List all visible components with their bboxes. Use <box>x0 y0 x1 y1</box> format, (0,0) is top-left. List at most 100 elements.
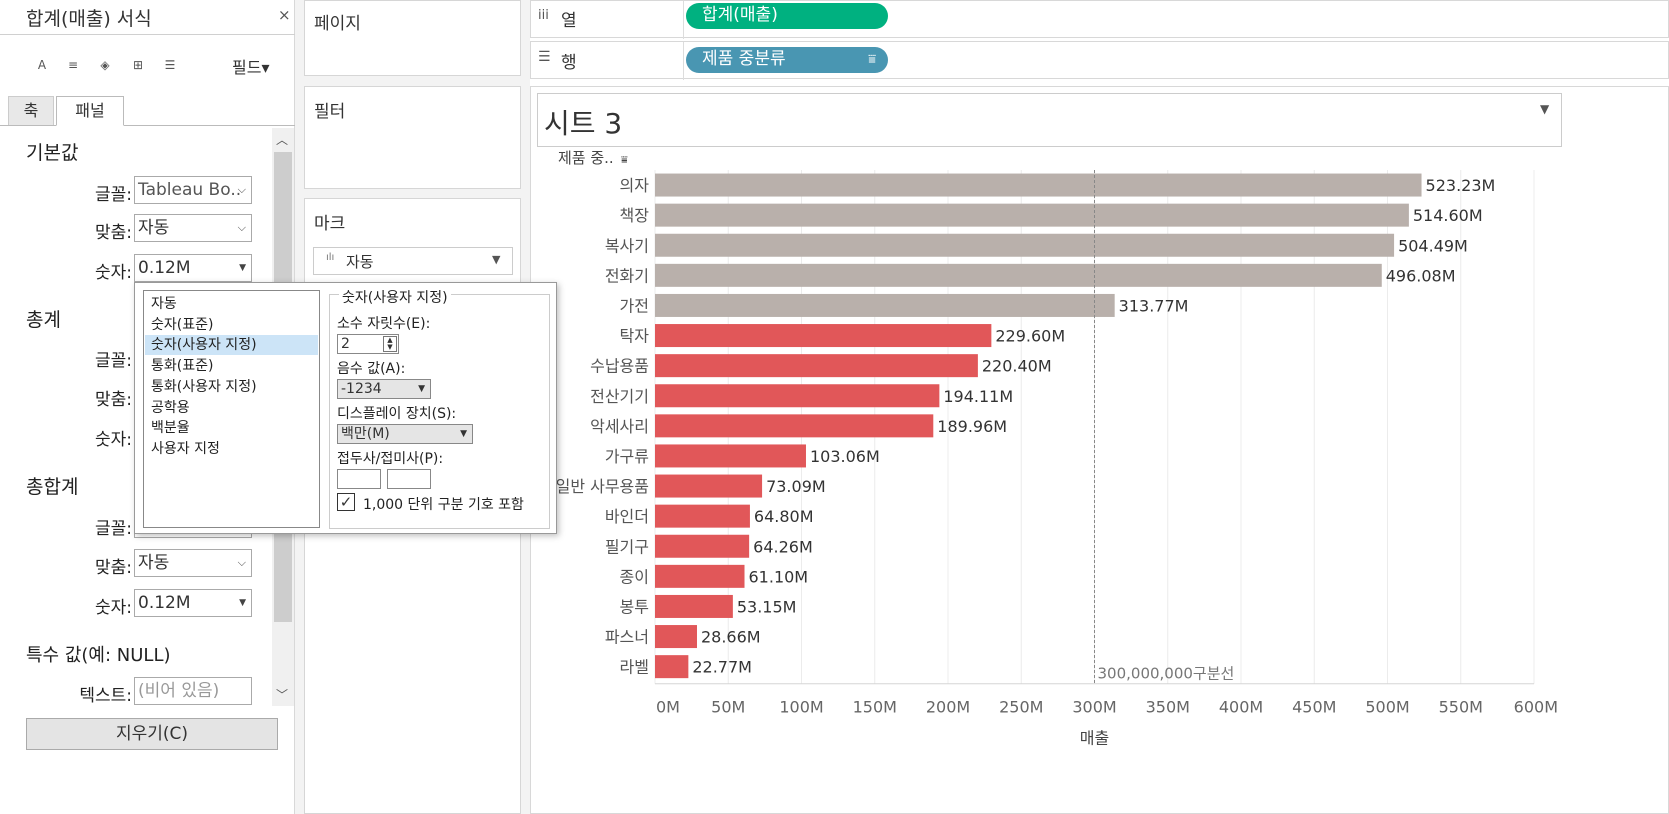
caret-down-icon: ▼ <box>492 253 501 266</box>
category-label: 의자 <box>620 176 650 195</box>
x-tick-label: 600M <box>1514 698 1558 717</box>
bar-value-label: 64.26M <box>753 537 813 556</box>
alignment-format-icon[interactable]: ≡ <box>67 58 79 72</box>
filters-card[interactable]: 필터 <box>304 86 521 189</box>
bar[interactable] <box>655 655 689 679</box>
columns-pill-sales[interactable]: 합계(매출) <box>686 3 888 29</box>
default-number-select[interactable]: 0.12M ▼ <box>134 254 252 282</box>
default-font-select[interactable]: Tableau Bo.. ⌵ <box>134 176 252 204</box>
bar[interactable] <box>655 564 745 588</box>
mark-type-value: 자동 <box>346 253 374 271</box>
default-font-label: 글꼴: <box>94 185 132 205</box>
spin-arrows-icon[interactable]: ▲ ▼ <box>383 336 397 352</box>
category-label: 전화기 <box>605 266 649 285</box>
section-totals-heading: 총계 <box>26 309 61 331</box>
grand-number-value: 0.12M <box>138 593 191 613</box>
bar-value-label: 189.96M <box>937 417 1007 436</box>
category-label: 책장 <box>620 206 650 225</box>
columns-shelf[interactable]: iii 열 합계(매출) <box>530 0 1669 39</box>
caret-down-icon: ▼ <box>239 263 246 273</box>
clear-button[interactable]: 지우기(C) <box>26 718 278 750</box>
bar-value-label: 194.11M <box>943 387 1013 406</box>
borders-format-icon[interactable]: ⊞ <box>132 58 144 72</box>
category-label: 일반 사무용품 <box>556 477 649 496</box>
category-label: 라벨 <box>620 658 649 677</box>
columns-shelf-label: 열 <box>561 11 577 31</box>
lines-format-icon[interactable]: ☰ <box>164 58 176 72</box>
bar[interactable] <box>655 504 750 528</box>
section-grand-totals-heading: 총합계 <box>26 476 79 498</box>
grand-align-select[interactable]: 자동 ⌵ <box>134 549 252 577</box>
number-format-option[interactable]: 숫자(사용자 지정) <box>145 335 318 356</box>
rows-shelf[interactable]: ☰ 행 제품 중분류 ⩸ <box>530 41 1669 80</box>
shading-format-icon[interactable]: ◈ <box>100 58 110 72</box>
title-menu-caret-icon[interactable]: ▼ <box>1540 102 1550 116</box>
number-format-option[interactable]: 통화(사용자 지정) <box>151 378 257 395</box>
shelf-divider <box>683 1 684 39</box>
rows-pill-subcategory[interactable]: 제품 중분류 ⩸ <box>686 47 888 73</box>
x-tick-label: 500M <box>1365 698 1409 717</box>
font-format-icon[interactable]: A <box>37 58 47 72</box>
mark-type-select[interactable]: ılı 자동 ▼ <box>313 247 513 275</box>
bar[interactable] <box>655 384 940 408</box>
bar[interactable] <box>655 444 806 468</box>
bar-value-label: 220.40M <box>982 357 1052 376</box>
special-text-input[interactable]: (비어 있음) <box>134 677 252 705</box>
tab-axis[interactable]: 축 <box>8 96 54 126</box>
bar[interactable] <box>655 263 1382 287</box>
pages-card[interactable]: 페이지 <box>304 0 521 76</box>
scroll-up-icon[interactable]: ︿ <box>276 133 289 147</box>
field-dropdown[interactable]: 필드▾ <box>232 58 270 77</box>
number-format-option[interactable]: 공학용 <box>151 399 190 416</box>
default-align-select[interactable]: 자동 ⌵ <box>134 214 252 242</box>
prefix-input[interactable] <box>337 469 381 489</box>
scroll-down-icon[interactable]: ﹀ <box>276 688 289 702</box>
bar[interactable] <box>655 534 750 558</box>
marks-card-title: 마크 <box>314 214 346 234</box>
bar[interactable] <box>655 293 1115 317</box>
sheet-title-box[interactable]: 시트 3 ▼ <box>537 93 1562 147</box>
bar[interactable] <box>655 203 1409 227</box>
x-tick-label: 400M <box>1219 698 1263 717</box>
pages-card-title: 페이지 <box>314 14 361 34</box>
bar[interactable] <box>655 474 763 498</box>
bar-value-label: 22.77M <box>692 658 752 677</box>
number-format-option[interactable]: 자동 <box>151 296 177 312</box>
tab-panel[interactable]: 패널 <box>56 96 124 126</box>
chevron-down-icon: ⌵ <box>237 556 246 569</box>
bar[interactable] <box>655 173 1422 197</box>
display-units-select[interactable]: 백만(M) ▼ <box>337 424 473 444</box>
grand-number-select[interactable]: 0.12M ▼ <box>134 589 252 617</box>
number-format-option[interactable]: 백분율 <box>151 420 190 437</box>
grand-font-label: 글꼴: <box>94 519 132 539</box>
category-label: 전산기기 <box>590 387 649 406</box>
thousands-separator-checkbox[interactable]: ✓ <box>337 493 355 511</box>
bar[interactable] <box>655 324 992 348</box>
close-icon[interactable]: × <box>278 6 291 24</box>
default-align-label: 맞춤: <box>94 223 132 243</box>
default-number-label: 숫자: <box>94 263 132 283</box>
checkmark-icon: ✓ <box>339 493 353 511</box>
number-format-option[interactable]: 통화(표준) <box>151 358 214 375</box>
suffix-input[interactable] <box>387 469 431 489</box>
bar[interactable] <box>655 594 733 618</box>
bar[interactable] <box>655 354 978 378</box>
x-tick-label: 100M <box>779 698 823 717</box>
number-format-option[interactable]: 숫자(표준) <box>151 316 214 333</box>
bar-value-label: 61.10M <box>749 567 809 586</box>
bar[interactable] <box>655 233 1395 257</box>
bar-value-label: 28.66M <box>701 628 761 647</box>
chevron-down-icon: ⌵ <box>237 183 246 196</box>
totals-align-label: 맞춤: <box>94 390 132 410</box>
decimals-stepper[interactable]: 2 ▲ ▼ <box>337 334 399 354</box>
category-label: 필기구 <box>605 537 649 556</box>
bar[interactable] <box>655 625 697 649</box>
default-font-value: Tableau Bo.. <box>138 180 242 200</box>
number-format-option[interactable]: 사용자 지정 <box>151 440 220 457</box>
negative-values-select[interactable]: -1234 ▼ <box>337 379 431 399</box>
default-align-value: 자동 <box>138 218 170 238</box>
bar[interactable] <box>655 414 934 438</box>
x-tick-label: 50M <box>711 698 745 717</box>
